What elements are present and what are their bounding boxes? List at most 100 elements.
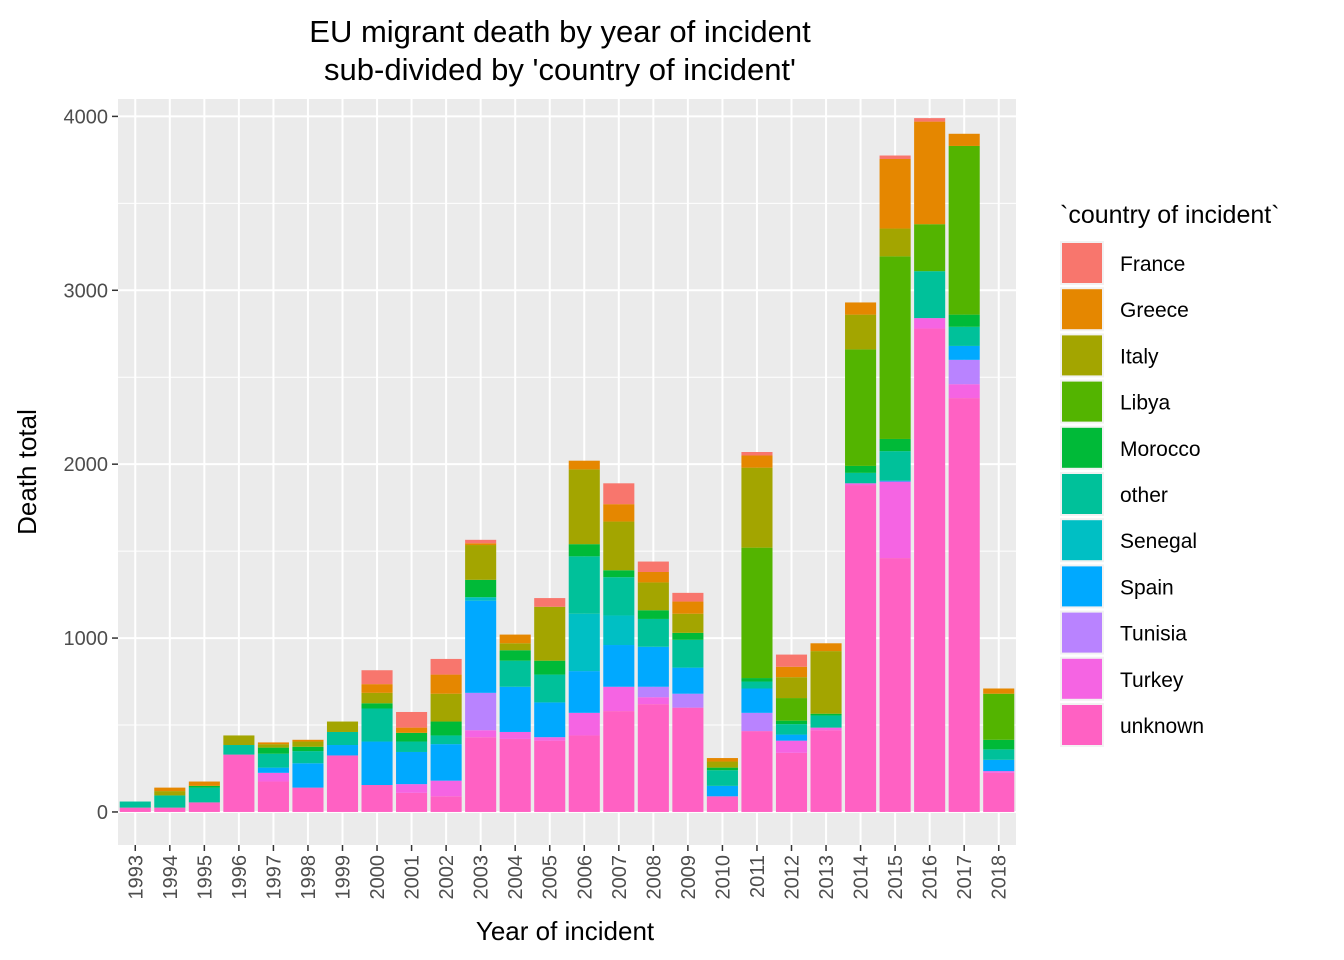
bar-segment-morocco-2014 [845, 465, 877, 473]
x-tick-label: 2010 [712, 855, 734, 900]
legend-swatch-italy [1062, 335, 1102, 376]
bar-segment-italy-2005 [534, 606, 566, 661]
bar-segment-greece-1998 [292, 739, 324, 742]
bar-segment-unknown-1993 [119, 807, 151, 812]
legend: `country of incident` France Greece Italy L… [1060, 201, 1280, 747]
bar-segment-italy-1997 [257, 744, 289, 748]
bar-segment-unknown-2016 [914, 328, 946, 812]
y-tick-label: 0 [97, 802, 108, 824]
bar-segment-france-2008 [637, 561, 669, 572]
bar-segment-spain-2008 [637, 646, 669, 687]
legend-swatch-france [1062, 243, 1102, 283]
bar-segment-morocco-2007 [603, 570, 635, 578]
x-tick-label: 2009 [678, 855, 700, 900]
bar-segment-greece-2006 [568, 460, 600, 470]
bar-segment-spain-1997 [257, 767, 289, 773]
bar-segment-morocco-2013 [810, 713, 842, 716]
bar-segment-libya-2012 [775, 698, 808, 721]
bar-segment-spain-2001 [396, 751, 428, 785]
bar-segment-turkey-2008 [637, 697, 669, 705]
legend-swatch-spain [1062, 566, 1102, 607]
bar-segment-greece-1995 [188, 781, 220, 786]
legend-label-senegal: Senegal [1120, 530, 1197, 553]
bar-segment-spain-2006 [568, 671, 600, 713]
bar-segment-morocco-2000 [361, 703, 393, 709]
bar-segment-other-2017 [948, 326, 980, 346]
bar-segment-tunisia-2011 [741, 712, 773, 732]
bar-segment-italy-2004 [499, 643, 531, 651]
bar-segment-libya-2018 [983, 693, 1015, 740]
bar-segment-other-1999 [326, 731, 359, 746]
bar-segment-france-2002 [430, 658, 462, 675]
bar-segment-senegal-2003 [465, 597, 497, 601]
bar-segment-morocco-2010 [706, 767, 738, 771]
legend-label-spain: Spain [1120, 576, 1174, 599]
y-tick-label: 2000 [64, 454, 109, 476]
legend-label-other: other [1120, 484, 1168, 507]
legend-title: `country of incident` [1060, 201, 1280, 229]
legend-swatch-turkey [1062, 658, 1102, 699]
bar-segment-italy-2011 [741, 467, 773, 548]
bar-segment-unknown-2009 [672, 707, 704, 812]
bar-segment-other-2018 [983, 749, 1015, 760]
bar-segment-spain-2003 [465, 600, 497, 693]
bar-segment-unknown-2008 [637, 704, 669, 812]
bar-segment-other-1995 [188, 787, 220, 803]
bar-segment-other-2005 [534, 674, 566, 703]
bar-segment-greece-2003 [465, 543, 497, 546]
x-tick-label: 2006 [574, 855, 596, 900]
bar-segment-other-1997 [257, 753, 289, 768]
x-tick-label: 1994 [160, 855, 182, 900]
bar-segment-libya-2011 [741, 547, 773, 679]
bar-segment-turkey-2014 [845, 483, 877, 486]
bar-segment-italy-2003 [465, 545, 497, 580]
bar-segment-unknown-2000 [361, 785, 393, 812]
bar-segment-italy-2007 [603, 521, 635, 571]
bar-segment-unknown-2004 [499, 738, 531, 812]
y-axis-title: Death total [12, 409, 42, 535]
bar-segment-other-2011 [741, 681, 773, 689]
y-tick-label: 1000 [64, 628, 109, 650]
legend-swatch-libya [1062, 381, 1102, 422]
bar-segment-morocco-1998 [292, 746, 324, 752]
legend-swatch-tunisia [1062, 612, 1102, 653]
bar-segment-turkey-2018 [983, 771, 1015, 773]
bar-segment-italy-2013 [810, 651, 842, 714]
bar-segment-unknown-2010 [706, 796, 738, 812]
legend-swatch-other [1062, 474, 1102, 514]
legend-swatch-senegal [1062, 520, 1102, 561]
bar-segment-italy-2015 [879, 228, 911, 257]
bar-segment-france-2005 [534, 598, 566, 607]
bar-segment-greece-2002 [430, 674, 462, 694]
bar-segment-greece-2014 [845, 302, 877, 315]
x-tick-label: 2007 [609, 855, 631, 900]
bar-segment-unknown-2015 [879, 558, 911, 812]
bar-segment-unknown-1994 [154, 807, 186, 812]
bar-segment-morocco-2015 [879, 438, 911, 452]
bar-segment-spain-2018 [983, 759, 1015, 772]
bar-segment-tunisia-2008 [637, 686, 669, 698]
bar-segment-other-2012 [775, 724, 808, 735]
bar-segment-morocco-2004 [499, 650, 531, 661]
bar-segment-turkey-2005 [534, 737, 566, 741]
bar-segment-senegal-2007 [603, 615, 635, 646]
bar-segment-other-2004 [499, 660, 531, 687]
bar-segment-morocco-2018 [983, 739, 1015, 750]
bar-segment-greece-2008 [637, 571, 669, 583]
bar-segment-turkey-2001 [396, 784, 428, 793]
bar-segment-greece-2001 [396, 727, 428, 733]
bar-segment-senegal-2006 [568, 613, 600, 672]
bar-segment-france-2003 [465, 539, 497, 544]
bar-segment-france-2015 [879, 155, 911, 159]
bar-segment-other-2014 [845, 472, 877, 484]
chart-title-line-1: EU migrant death by year of incident [309, 14, 811, 49]
bar-segment-unknown-1996 [223, 754, 255, 812]
bar-segment-tunisia-2009 [672, 693, 704, 708]
bar-segment-greece-2000 [361, 684, 393, 693]
legend-swatch-greece [1062, 289, 1102, 330]
bar-segment-spain-2009 [672, 667, 704, 694]
bar-segment-other-2000 [361, 708, 393, 742]
legend-label-unknown: unknown [1120, 715, 1204, 738]
legend-label-libya: Libya [1120, 392, 1171, 415]
